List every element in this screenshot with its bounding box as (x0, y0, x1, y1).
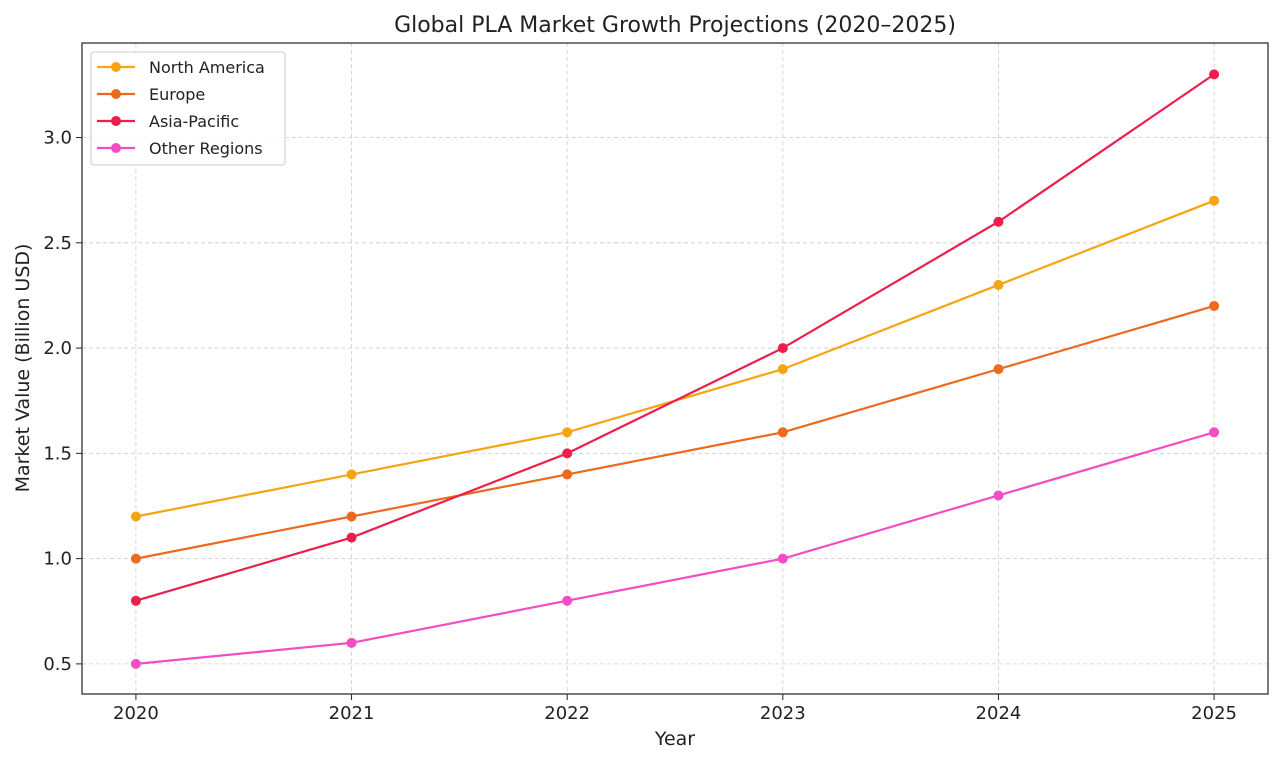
data-point-other-regions (777, 553, 788, 564)
data-point-asia-pacific (777, 343, 788, 354)
x-tick-label: 2022 (544, 703, 590, 724)
data-point-north-america (777, 364, 788, 375)
data-point-europe (1209, 300, 1220, 311)
data-point-asia-pacific (130, 595, 141, 606)
y-tick-label: 2.5 (43, 233, 72, 254)
legend: North America Europe Asia-Pacific Other Reg… (90, 51, 286, 166)
data-point-north-america (1209, 195, 1220, 206)
x-tick-label: 2025 (1191, 703, 1237, 724)
data-point-asia-pacific (993, 216, 1004, 227)
data-point-other-regions (562, 595, 573, 606)
data-point-europe (993, 364, 1004, 375)
legend-label: Asia-Pacific (149, 112, 239, 131)
data-point-europe (130, 553, 141, 564)
x-tick-label: 2024 (976, 703, 1022, 724)
series-line-north-america (135, 199, 1215, 518)
series-line-asia-pacific (135, 73, 1215, 602)
x-tick-label: 2021 (329, 703, 375, 724)
data-point-asia-pacific (346, 532, 357, 543)
series-line-other-regions (135, 431, 1215, 665)
legend-marker (111, 89, 121, 99)
x-axis-label: Year (654, 728, 695, 750)
data-point-asia-pacific (1209, 69, 1220, 80)
series-group (130, 69, 1220, 669)
legend-marker (111, 143, 121, 153)
data-point-other-regions (130, 658, 141, 669)
series-line-europe (135, 304, 1215, 560)
y-tick-label: 3.0 (43, 128, 72, 149)
ticks: 2020 2021 2022 2023 2024 2025 0.5 1.0 1.5 2.0 2.5 3… (43, 128, 1237, 724)
y-axis-label: Market Value (Billion USD) (12, 244, 34, 493)
y-tick-label: 2.0 (43, 338, 72, 359)
legend-box (90, 51, 286, 166)
data-point-europe (777, 427, 788, 438)
legend-marker (111, 116, 121, 126)
y-tick-label: 1.0 (43, 549, 72, 570)
data-point-other-regions (346, 637, 357, 648)
x-tick-label: 2020 (113, 703, 159, 724)
chart-title: Global PLA Market Growth Projections (20… (394, 13, 956, 38)
data-point-other-regions (993, 490, 1004, 501)
y-tick-label: 0.5 (43, 654, 72, 675)
data-point-north-america (993, 279, 1004, 290)
y-tick-label: 1.5 (43, 443, 72, 464)
data-point-north-america (346, 469, 357, 480)
data-point-europe (346, 511, 357, 522)
legend-label: Europe (149, 85, 205, 104)
data-point-north-america (562, 427, 573, 438)
data-point-europe (562, 469, 573, 480)
legend-label: Other Regions (149, 139, 263, 158)
legend-marker (111, 62, 121, 72)
legend-label: North America (149, 58, 265, 77)
data-point-asia-pacific (562, 448, 573, 459)
plot-frame (81, 42, 1269, 695)
x-tick-label: 2023 (760, 703, 806, 724)
data-point-other-regions (1209, 427, 1220, 438)
data-point-north-america (130, 511, 141, 522)
